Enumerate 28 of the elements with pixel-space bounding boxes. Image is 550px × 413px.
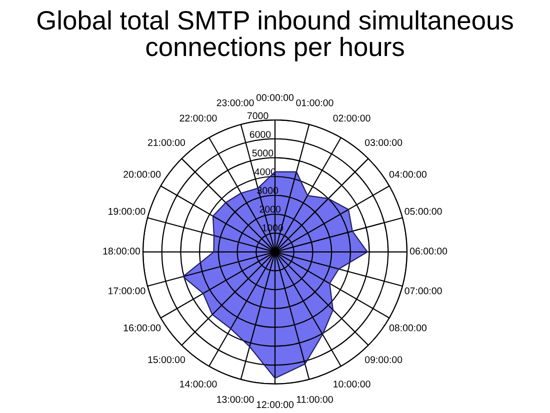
- spoke-label: 01:00:00: [296, 99, 334, 106]
- spoke-label: 07:00:00: [404, 287, 442, 294]
- spoke-label: 20:00:00: [124, 170, 161, 178]
- spoke-label: 16:00:00: [124, 324, 161, 332]
- spoke-label: 03:00:00: [365, 139, 402, 146]
- spoke-label: 19:00:00: [108, 208, 146, 215]
- y-tick-label: 7000: [247, 112, 268, 120]
- spoke-label: 21:00:00: [148, 139, 185, 146]
- spoke-label: 11:00:00: [296, 396, 333, 403]
- spoke-label: 00:00:00: [256, 94, 294, 102]
- spoke-label: 08:00:00: [389, 324, 427, 332]
- spoke-label: 14:00:00: [180, 380, 217, 388]
- spoke-label: 02:00:00: [333, 114, 370, 122]
- y-tick-label: 6000: [250, 130, 271, 138]
- y-tick-label: 5000: [252, 150, 274, 157]
- spoke-label: 06:00:00: [410, 248, 448, 255]
- spoke-label: 04:00:00: [389, 170, 427, 178]
- spoke-label: 15:00:00: [148, 356, 185, 364]
- spoke-label: 05:00:00: [404, 208, 442, 215]
- spoke-label: 10:00:00: [334, 380, 370, 388]
- spoke-label: 12:00:00: [256, 401, 294, 408]
- spoke-label: 17:00:00: [108, 287, 146, 294]
- spoke-label: 09:00:00: [365, 356, 402, 364]
- spoke-label: 23:00:00: [216, 99, 254, 106]
- spoke-label: 22:00:00: [180, 114, 217, 122]
- chart-title: Global total SMTP inbound simultaneous connections per hours: [37, 10, 513, 62]
- spoke-label: 18:00:00: [103, 248, 140, 255]
- spoke-label: 13:00:00: [217, 396, 254, 403]
